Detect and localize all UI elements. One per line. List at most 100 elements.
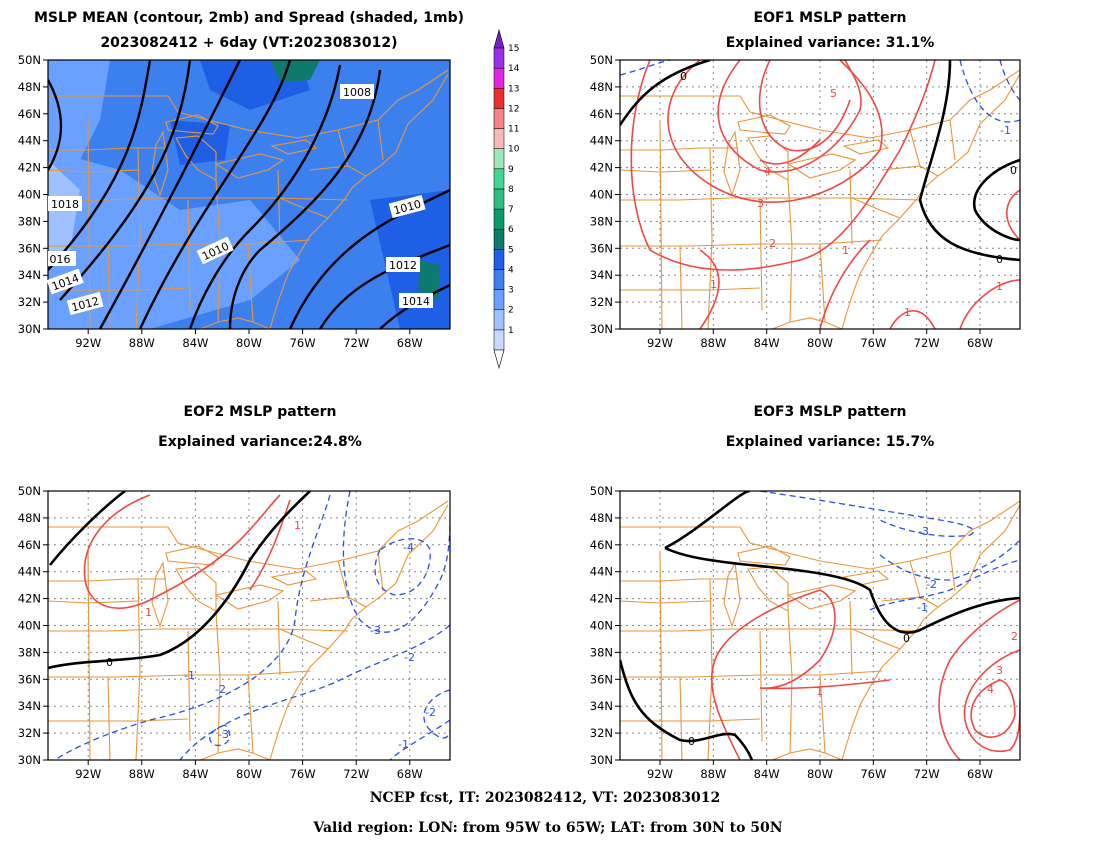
contour-label: -2 bbox=[404, 651, 415, 664]
lon-tick-label: 84W bbox=[754, 767, 780, 781]
lon-tick-label: 76W bbox=[290, 767, 316, 781]
colorbar-label: 1 bbox=[508, 326, 514, 336]
colorbar-swatch bbox=[493, 249, 505, 270]
colorbar-label: 8 bbox=[508, 185, 514, 195]
colorbar-swatch bbox=[493, 289, 505, 310]
colorbar-swatch bbox=[493, 309, 505, 331]
lat-tick-label: 30N bbox=[590, 322, 613, 336]
colorbar-label: 4 bbox=[508, 265, 514, 275]
lat-tick-label: 30N bbox=[590, 753, 613, 767]
eof1-negative-contours bbox=[620, 60, 1020, 123]
panel-mean-title-1: MSLP MEAN (contour, 2mb) and Spread (sha… bbox=[34, 10, 464, 26]
lat-tick-label: 42N bbox=[18, 592, 41, 606]
lat-tick-label: 32N bbox=[18, 295, 41, 309]
lon-tick-label: 88W bbox=[129, 336, 155, 350]
lat-tick-label: 46N bbox=[590, 538, 613, 552]
lat-tick-label: 50N bbox=[590, 53, 613, 67]
lon-tick-label: 76W bbox=[860, 336, 886, 350]
eof1-positive-contours bbox=[630, 60, 1020, 329]
contour-label: 1 bbox=[842, 244, 849, 257]
contour-label: 0 bbox=[1010, 164, 1017, 177]
lon-tick-label: 76W bbox=[860, 767, 886, 781]
contour-label: -3 bbox=[370, 624, 381, 637]
contour-label: 1014 bbox=[402, 295, 430, 308]
lat-tick-label: 36N bbox=[590, 241, 613, 255]
colorbar-swatch bbox=[493, 128, 505, 149]
lat-tick-label: 36N bbox=[18, 672, 41, 686]
colorbar-label: 10 bbox=[508, 145, 520, 155]
lat-tick-label: 42N bbox=[590, 592, 613, 606]
colorbar-swatch bbox=[493, 108, 505, 129]
colorbar-label: 5 bbox=[508, 245, 514, 255]
contour-label: 1 bbox=[145, 606, 152, 619]
contour-label: -2 bbox=[425, 706, 436, 719]
lat-tick-label: 50N bbox=[18, 53, 41, 67]
gridlines bbox=[48, 491, 450, 760]
lat-tick-label: 36N bbox=[590, 672, 613, 686]
colorbar-label: 3 bbox=[508, 286, 514, 296]
colorbar-swatch bbox=[493, 67, 505, 89]
contour-label: 1 bbox=[294, 519, 301, 532]
lat-tick-label: 46N bbox=[18, 538, 41, 552]
axis-ticks: 92W 88W 84W 80W 76W 72W 68W 50N 48N 46N 44N 42N 40N 3… bbox=[18, 53, 993, 781]
mean-contour-labels: 1008 1010 1010 1012 1014 1018 016 1014 1… bbox=[46, 84, 433, 316]
gridlines bbox=[620, 491, 1020, 760]
lat-tick-label: 32N bbox=[590, 295, 613, 309]
colorbar-swatch bbox=[493, 47, 505, 69]
contour-label: -2 bbox=[926, 578, 937, 591]
lat-tick-label: 42N bbox=[590, 161, 613, 175]
panel-eof2: EOF2 MSLP pattern Explained variance:24.… bbox=[47, 404, 451, 761]
contour-label: 2 bbox=[1011, 630, 1018, 643]
eof2-zero-contour bbox=[48, 491, 311, 670]
eof2-positive-contours bbox=[83, 494, 291, 609]
colorbar-max-arrow bbox=[493, 28, 505, 49]
lon-tick-label: 92W bbox=[647, 767, 673, 781]
eof2-contour-labels: 0 1 1 -4 -3 -2 -2 -1 -2 -3 -1 bbox=[106, 519, 436, 751]
lat-tick-label: 34N bbox=[590, 268, 613, 282]
lon-tick-label: 88W bbox=[700, 767, 726, 781]
lat-tick-label: 44N bbox=[18, 565, 41, 579]
lat-tick-label: 44N bbox=[590, 565, 613, 579]
lat-tick-label: 46N bbox=[18, 107, 41, 121]
panel-eof3: EOF3 MSLP pattern Explained variance: 15… bbox=[619, 404, 1021, 761]
lat-tick-label: 34N bbox=[18, 268, 41, 282]
eof3-contour-labels: -3 -2 -1 0 0 1 2 3 4 bbox=[688, 525, 1018, 748]
colorbar-swatch bbox=[493, 168, 505, 190]
contour-label: 3 bbox=[757, 197, 764, 210]
eof2-negative-contours bbox=[54, 491, 450, 760]
colorbar-swatch bbox=[493, 208, 505, 230]
contour-label: 0 bbox=[688, 735, 695, 748]
lon-tick-label: 88W bbox=[700, 336, 726, 350]
panel-eof1-title-2: Explained variance: 31.1% bbox=[726, 35, 935, 51]
eof1-contour-labels: 0 5 4 3 2 1 1 1 1 -1 0 0 bbox=[680, 70, 1017, 319]
lon-tick-label: 80W bbox=[236, 336, 262, 350]
colorbar-swatch bbox=[493, 269, 505, 290]
colorbar-swatch bbox=[493, 88, 505, 109]
lat-tick-label: 32N bbox=[590, 726, 613, 740]
colorbar-swatch bbox=[493, 188, 505, 210]
panel-eof2-title-2: Explained variance:24.8% bbox=[158, 434, 362, 450]
spread-shading-teal bbox=[270, 60, 320, 82]
lon-tick-label: 76W bbox=[290, 336, 316, 350]
contour-label: 2 bbox=[769, 237, 776, 250]
colorbar-label: 13 bbox=[508, 84, 519, 94]
lat-tick-label: 42N bbox=[18, 161, 41, 175]
colorbar-swatch bbox=[493, 148, 505, 170]
eof3-zero-contour bbox=[620, 491, 1020, 760]
colorbar-swatch bbox=[493, 228, 505, 250]
footer-line-2: Valid region: LON: from 95W to 65W; LAT:… bbox=[312, 820, 782, 836]
lon-tick-label: 72W bbox=[914, 336, 940, 350]
lat-tick-label: 48N bbox=[18, 80, 41, 94]
colorbar-label: 7 bbox=[508, 205, 514, 215]
lat-tick-label: 44N bbox=[590, 134, 613, 148]
lon-tick-label: 72W bbox=[343, 767, 369, 781]
lat-tick-label: 44N bbox=[18, 134, 41, 148]
contour-label: 0 bbox=[996, 253, 1003, 266]
lat-tick-label: 30N bbox=[18, 753, 41, 767]
contour-label: 4 bbox=[987, 683, 994, 696]
lon-tick-label: 68W bbox=[397, 336, 423, 350]
contour-label: 016 bbox=[50, 253, 71, 266]
lon-tick-label: 84W bbox=[754, 336, 780, 350]
contour-label: 1018 bbox=[51, 198, 79, 211]
